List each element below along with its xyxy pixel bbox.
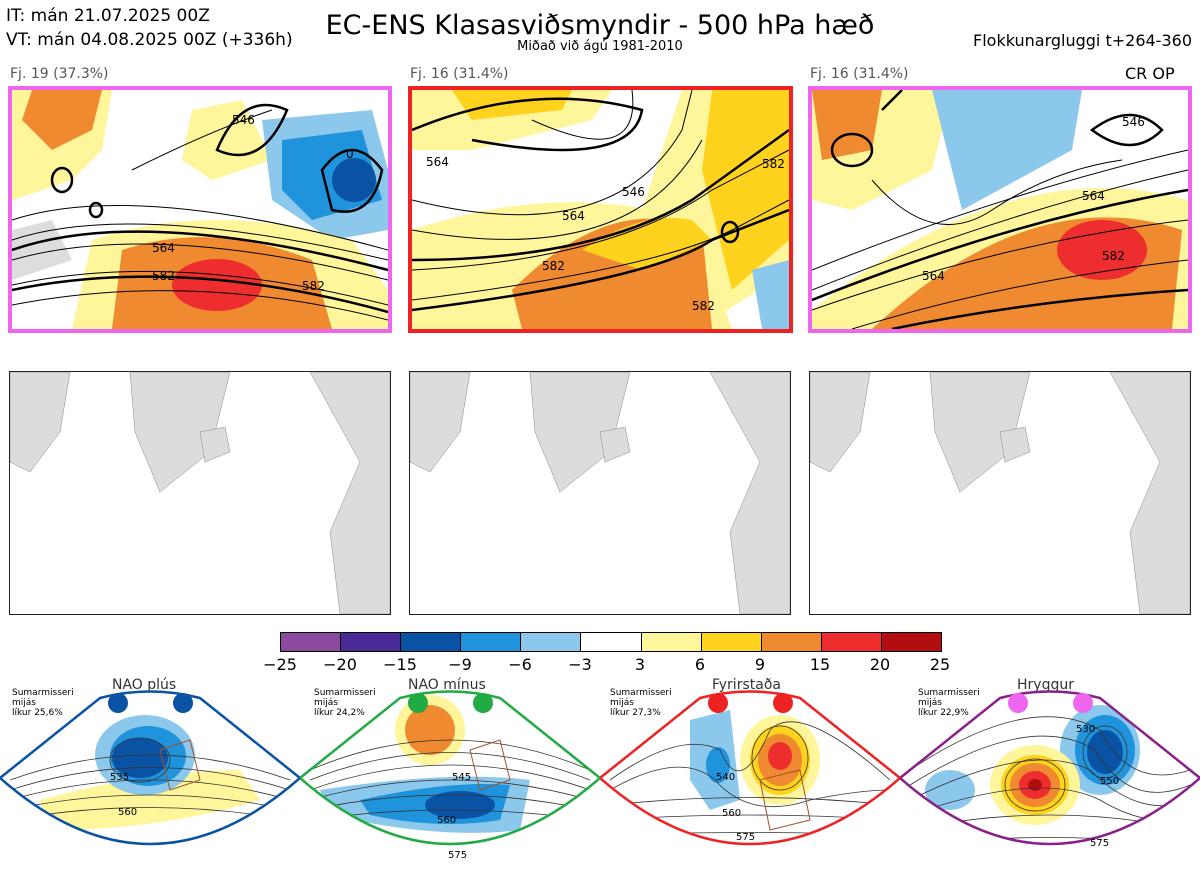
page-subtitle: Miðað við ágú 1981-2010 [517,39,683,54]
contour-label: 582 [692,299,715,313]
colorbar-label: −6 [508,655,532,674]
contour-label: 582 [302,279,325,293]
regime-2-map[interactable]: 545 560 575 [300,690,600,871]
regime-contour-label: 575 [736,832,755,843]
colorbar-swatch [461,633,522,651]
regime-contour-label: 560 [722,808,741,819]
colorbar-swatch [881,633,942,651]
colorbar-swatch [281,633,342,651]
init-time: IT: mán 21.07.2025 00Z [6,6,210,26]
page-title: EC-ENS Klasasviðsmyndir - 500 hPa hæð [325,10,875,41]
colorbar-swatch [521,633,582,651]
regime-4-note: Sumarmisseri mijás líkur 22,9% [918,688,980,718]
regime-4-map[interactable]: 530 550 575 [900,690,1200,871]
regime-contour-label: 550 [1100,776,1119,787]
regime-contour-label: 575 [1090,838,1109,849]
base-map-3 [809,371,1191,615]
regime-4-title: Hryggur [1017,677,1074,693]
classification-window: Flokkunargluggi t+264-360 [973,31,1192,50]
cluster-2-label: Fj. 16 (31.4%) [410,66,509,82]
contour-label: 564 [426,155,449,169]
regime-2-note: Sumarmisseri mijás líkur 24,2% [314,688,376,718]
colorbar-swatch [821,633,882,651]
colorbar-label: 25 [929,655,951,674]
colorbar-label: −20 [323,655,357,674]
colorbar-swatch [701,633,762,651]
contour-label: 546 [232,113,255,127]
colorbar-swatch [641,633,702,651]
cluster-3-label: Fj. 16 (31.4%) [810,66,909,82]
contour-label: 564 [922,269,945,283]
colorbar-label: 3 [634,655,646,674]
cluster-1-map[interactable]: 564 582 582 546 0 [8,86,392,333]
colorbar-label: −3 [568,655,592,674]
colorbar-label: −9 [448,655,472,674]
contour-label: 582 [542,259,565,273]
regime-1-map[interactable]: 535 560 [0,690,300,871]
contour-label: 546 [1122,115,1145,129]
contour-label: 582 [762,157,785,171]
regime-contour-label: 530 [1076,724,1095,735]
colorbar-label: 15 [809,655,831,674]
regime-1-note: Sumarmisseri mijás líkur 25,6% [12,688,74,718]
contour-label: 564 [152,241,175,255]
regime-contour-label: 540 [716,772,735,783]
contour-label: 564 [1082,189,1105,203]
colorbar-swatch [401,633,462,651]
colorbar-label: 20 [869,655,891,674]
base-map-2 [409,371,791,615]
contour-label: 564 [562,209,585,223]
regime-contour-label: 545 [452,772,471,783]
regime-3-note: Sumarmisseri mijás líkur 27,3% [610,688,672,718]
colorbar-swatch [581,633,642,651]
colorbar-swatch [341,633,402,651]
colorbar [280,632,942,652]
regime-contour-label: 560 [437,815,456,826]
colorbar-label: 6 [694,655,706,674]
colorbar-label: −25 [263,655,297,674]
contour-label: 0 [346,147,354,161]
colorbar-label: −15 [383,655,417,674]
regime-contour-label: 575 [448,850,467,861]
base-map-1 [9,371,391,615]
contour-label: 546 [622,185,645,199]
regime-3-map[interactable]: 540 560 575 [600,690,900,871]
colorbar-swatch [761,633,822,651]
contour-label: 582 [1102,249,1125,263]
regime-contour-label: 560 [118,807,137,818]
regime-contour-label: 535 [110,772,129,783]
regime-2-title: NAO mínus [408,677,486,693]
colorbar-label: 9 [754,655,766,674]
valid-time: VT: mán 04.08.2025 00Z (+336h) [6,30,293,50]
cluster-3-tag: CR OP [1125,64,1175,83]
cluster-1-label: Fj. 19 (37.3%) [10,66,109,82]
regime-3-title: Fyrirstaða [712,677,781,693]
regime-1-title: NAO plús [112,677,177,693]
cluster-3-map[interactable]: 564 564 582 546 [808,86,1192,333]
contour-label: 582 [152,269,175,283]
cluster-2-map[interactable]: 564 546 564 582 582 582 [408,86,793,333]
